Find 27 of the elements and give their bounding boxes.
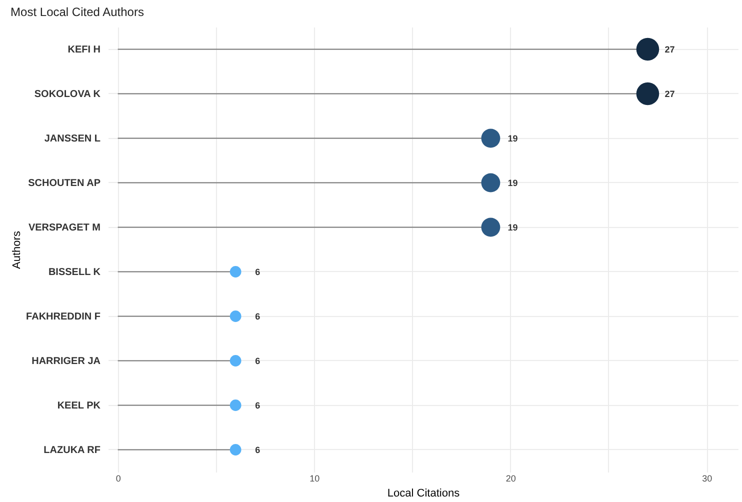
y-tick-label: FAKHREDDIN F xyxy=(26,311,100,322)
y-tick-label: SOKOLOVA K xyxy=(34,88,102,100)
x-axis-title: Local Citations xyxy=(387,488,460,500)
y-tick-label: KEFI H xyxy=(68,44,100,56)
data-label: 27 xyxy=(664,88,675,99)
data-label: 6 xyxy=(255,400,260,410)
data-label: 27 xyxy=(664,44,675,54)
x-tick-label: 10 xyxy=(310,474,320,484)
data-label: 6 xyxy=(255,444,260,455)
y-tick-label: VERSPAGET M xyxy=(28,222,100,234)
y-tick-label: KEEL PK xyxy=(57,400,102,412)
y-tick-label: SCHOUTEN AP xyxy=(28,178,101,189)
data-label: 19 xyxy=(508,178,518,188)
y-tick-label: JANSSEN L xyxy=(44,133,100,144)
data-label: 19 xyxy=(508,222,518,232)
y-tick-label: BISSELL K xyxy=(48,266,102,278)
data-label: 6 xyxy=(255,266,260,277)
x-tick-label: 0 xyxy=(116,474,121,484)
data-label: 6 xyxy=(255,356,260,366)
chart-title: Most Local Cited Authors xyxy=(10,5,144,19)
x-tick-label: 20 xyxy=(506,474,516,484)
x-tick-label: 30 xyxy=(702,474,712,484)
data-label: 6 xyxy=(255,311,260,322)
y-tick-label: HARRIGER JA xyxy=(32,356,100,367)
data-label: 19 xyxy=(508,133,518,144)
y-axis-title: Authors xyxy=(11,230,24,269)
y-tick-label: LAZUKA RF xyxy=(44,444,100,456)
